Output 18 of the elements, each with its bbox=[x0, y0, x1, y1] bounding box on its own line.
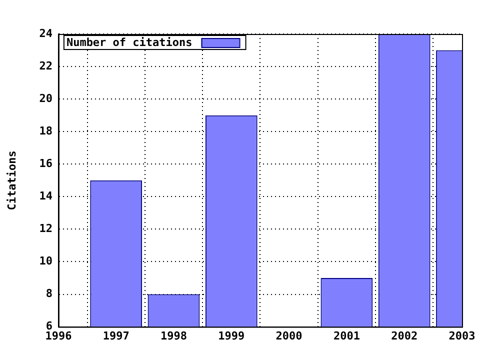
y-tick-label: 24 bbox=[39, 26, 53, 40]
legend-label: Number of citations bbox=[66, 36, 192, 49]
y-tick-label: 10 bbox=[39, 254, 52, 268]
y-tick-label: 16 bbox=[39, 156, 53, 170]
x-tick-label: 2000 bbox=[276, 329, 302, 342]
y-tick-label: 12 bbox=[39, 222, 52, 236]
x-tick-label: 2002 bbox=[391, 329, 418, 342]
y-tick-label: 14 bbox=[39, 190, 53, 203]
y-tick-label: 22 bbox=[39, 59, 52, 72]
y-axis-title: Citations bbox=[5, 150, 18, 210]
x-tick-label: 2003 bbox=[448, 329, 476, 342]
x-tick-label: 1998 bbox=[160, 329, 187, 342]
y-tick-label: 8 bbox=[46, 287, 52, 300]
y-tick-label: 18 bbox=[39, 124, 52, 138]
x-tick-label: 1997 bbox=[102, 329, 130, 342]
y-tick-label: 20 bbox=[39, 92, 52, 105]
x-tick-label: 1999 bbox=[218, 329, 245, 342]
x-tick-label: 2001 bbox=[333, 329, 360, 342]
